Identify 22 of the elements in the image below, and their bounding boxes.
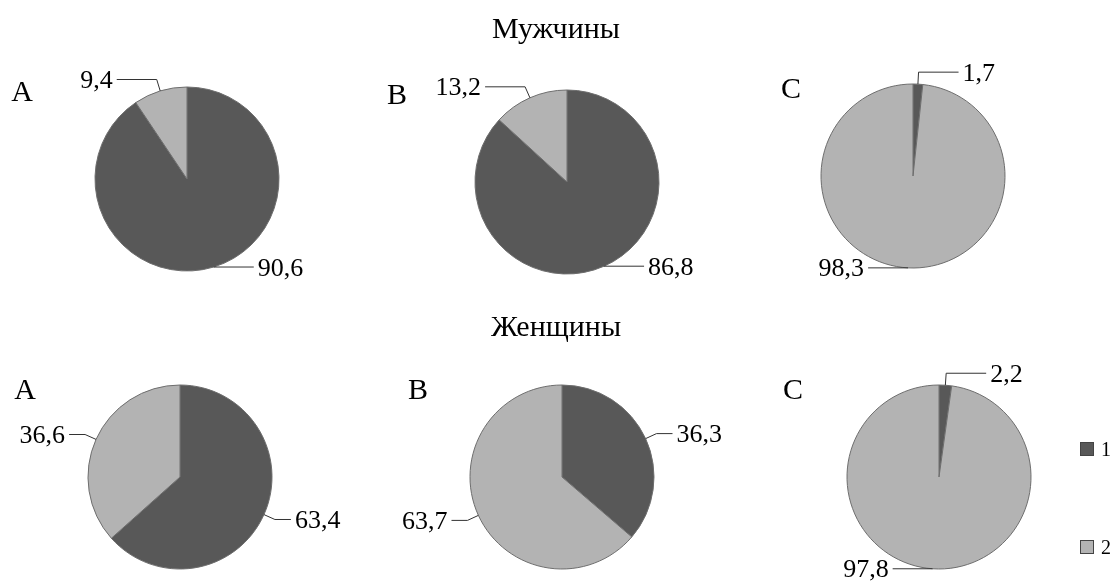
chart-title: A <box>11 74 33 107</box>
data-label: 97,8 <box>843 554 889 584</box>
data-label: 63,4 <box>294 505 341 534</box>
data-label: 2,2 <box>990 358 1023 388</box>
data-label: 1,7 <box>962 57 996 87</box>
data-label: 63,7 <box>401 505 448 535</box>
legend-label: 1 <box>1101 438 1111 460</box>
data-label: 90,6 <box>257 252 304 282</box>
chart-title: B <box>407 372 429 405</box>
chart-title: C <box>780 71 802 104</box>
chart-title: A <box>14 372 36 405</box>
text: Мужчины <box>492 11 620 44</box>
legend-label: 2 <box>1101 536 1111 558</box>
chart-title: B <box>386 77 408 110</box>
text: Женщины <box>490 309 622 342</box>
chart-title: C <box>782 372 804 405</box>
data-label: 36,3 <box>676 419 723 449</box>
data-label: 9,4 <box>80 65 113 94</box>
data-label: 86,8 <box>648 251 694 281</box>
data-label: 36,6 <box>19 420 66 449</box>
data-label: 98,3 <box>818 253 865 283</box>
data-label: 13,2 <box>435 72 482 102</box>
